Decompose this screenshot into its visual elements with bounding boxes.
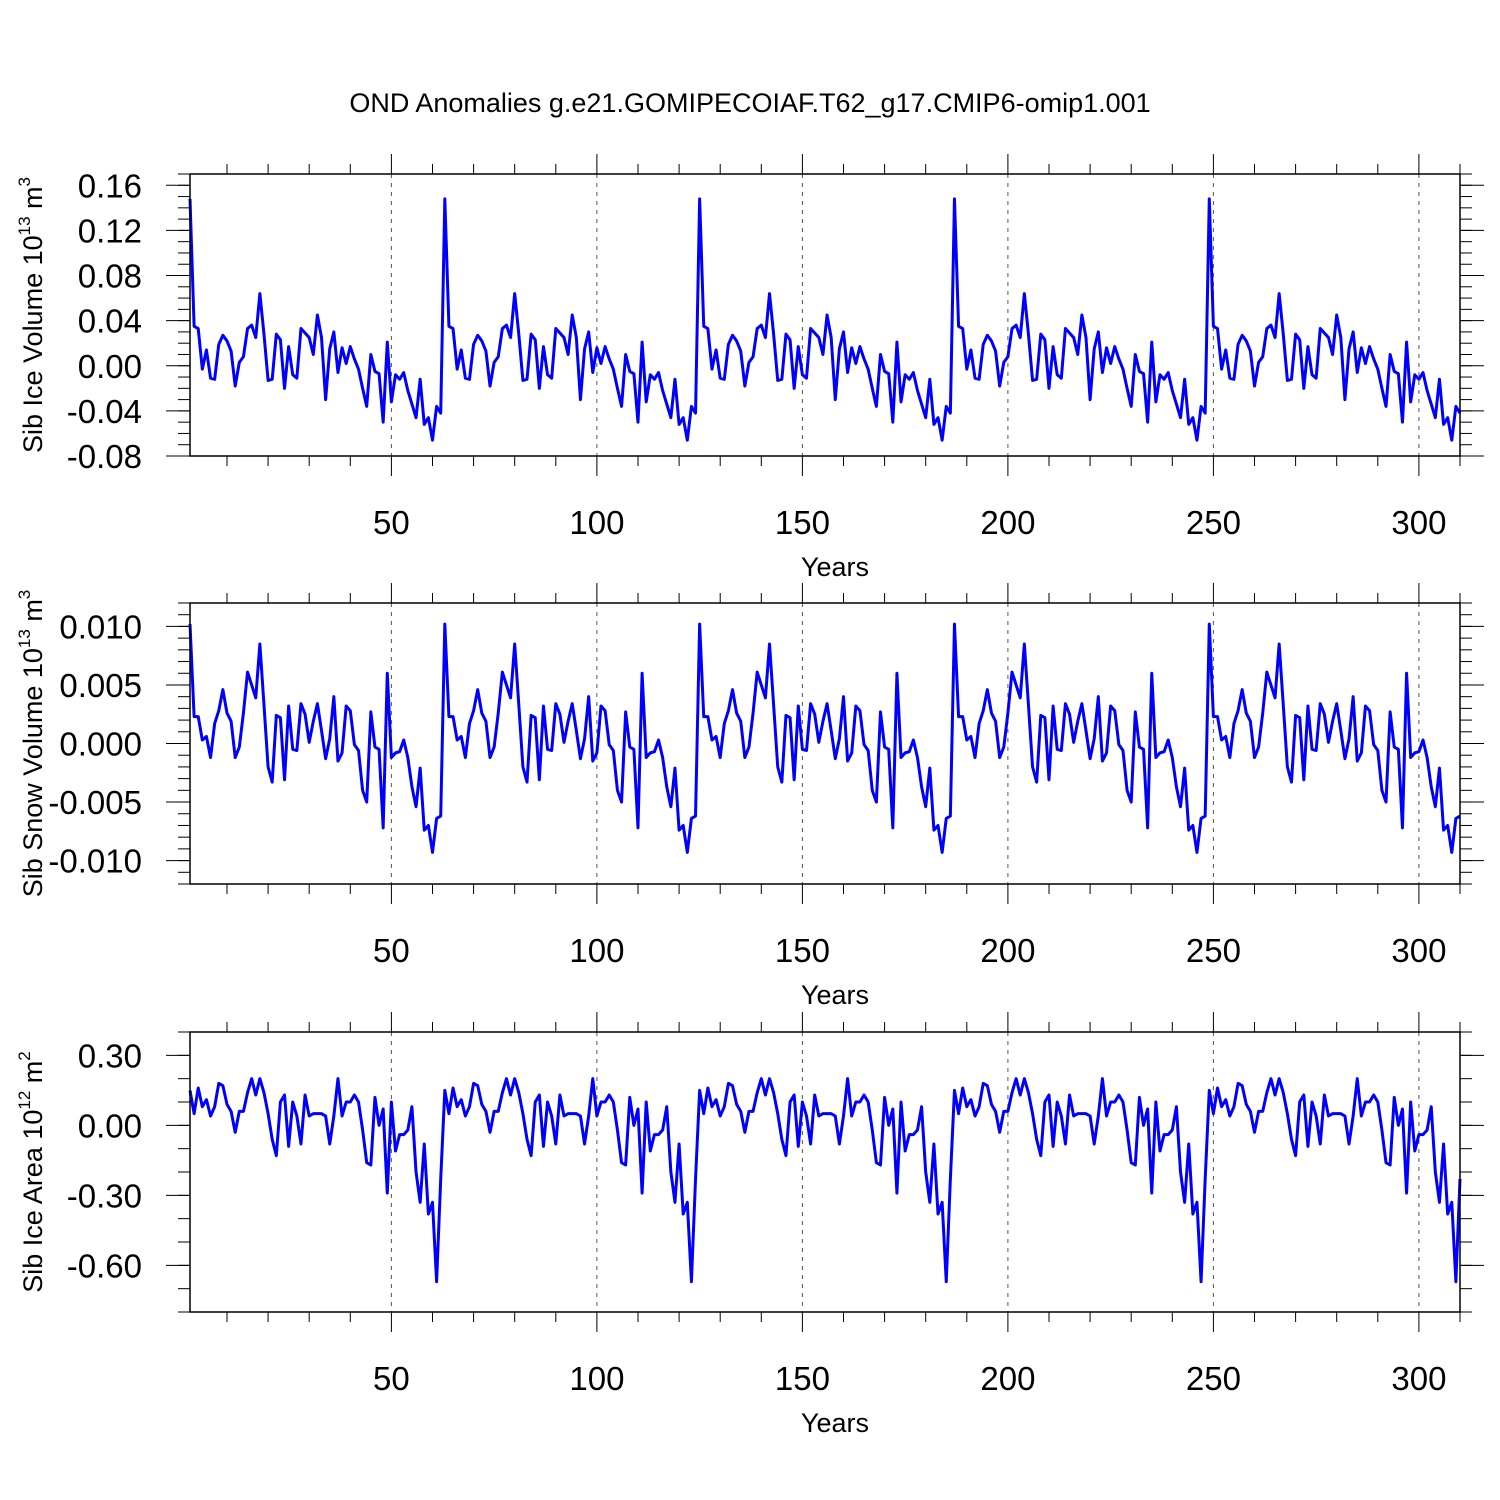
- x-tick-label: 250: [1186, 932, 1241, 969]
- x-tick-label: 250: [1186, 1360, 1241, 1397]
- y-tick-label: 0.005: [59, 667, 142, 704]
- y-axis-label: Sib Snow Volume 1013 m3: [15, 590, 48, 898]
- plot-frame: [189, 173, 1461, 457]
- x-tick-label: 300: [1391, 932, 1446, 969]
- y-tick-label: 0.08: [78, 258, 142, 295]
- x-tick-label: 50: [373, 932, 410, 969]
- y-tick-label: -0.04: [67, 393, 142, 430]
- series-line: [188, 1077, 1462, 1284]
- y-axis-label: Sib Ice Volume 1013 m3: [15, 177, 48, 453]
- plot-frame: [189, 1031, 1461, 1313]
- plot-frame: [189, 602, 1461, 885]
- y-axis-label-main: Sib Snow Volume 10: [18, 648, 48, 897]
- x-tick-label: 100: [569, 932, 624, 969]
- y-tick-label: -0.60: [67, 1247, 142, 1284]
- x-axis-label: Years: [801, 552, 869, 582]
- x-tick-label: 250: [1186, 504, 1241, 541]
- y-tick-label: 0.04: [78, 303, 142, 340]
- y-tick-label: -0.30: [67, 1177, 142, 1214]
- x-tick-label: 150: [775, 932, 830, 969]
- y-axis-label-unit-exponent: 2: [15, 1051, 34, 1060]
- y-tick-label: 0.000: [59, 726, 142, 763]
- y-axis-label-exponent: 13: [15, 216, 34, 235]
- y-tick-label: 0.16: [78, 167, 142, 204]
- x-tick-label: 50: [373, 504, 410, 541]
- series-line: [188, 197, 1462, 442]
- y-tick-label: -0.010: [48, 843, 142, 880]
- y-axis-label-exponent: 12: [15, 1091, 34, 1110]
- y-tick-label: 0.00: [78, 1107, 142, 1144]
- x-tick-label: 300: [1391, 504, 1446, 541]
- y-axis-label-unit-exponent: 3: [15, 590, 34, 599]
- chart-panel-1: 50 100 150 200 250 300 -0.08 -0.04 0.00 0.04 0.08 0…: [15, 154, 1484, 582]
- y-axis-label-unit: m: [18, 1061, 48, 1091]
- x-axis-label: Years: [801, 1408, 869, 1438]
- series-line: [188, 622, 1461, 854]
- x-tick-label: 50: [373, 1360, 410, 1397]
- y-axis-label: Sib Ice Area 1012 m2: [15, 1051, 48, 1293]
- chart-panel-3: 50 100 150 200 250 300 -0.60 -0.30 0.00 0.30 Years…: [15, 1012, 1484, 1438]
- chart-panel-2: 50 100 150 200 250 300 -0.010 -0.005 0.000 0.005 0…: [15, 583, 1484, 1010]
- y-tick-label: 0.12: [78, 212, 142, 249]
- x-tick-label: 200: [980, 932, 1035, 969]
- x-tick-label: 200: [980, 504, 1035, 541]
- y-axis-label-unit: m: [18, 186, 48, 216]
- y-tick-label: 0.30: [78, 1037, 142, 1074]
- y-tick-label: -0.005: [48, 784, 142, 821]
- y-axis-label-exponent: 13: [15, 629, 34, 648]
- y-tick-label: 0.010: [59, 608, 142, 645]
- x-tick-label: 300: [1391, 1360, 1446, 1397]
- y-tick-label: -0.08: [67, 438, 142, 475]
- x-tick-label: 100: [569, 504, 624, 541]
- figure-title: OND Anomalies g.e21.GOMIPECOIAF.T62_g17.…: [349, 88, 1150, 118]
- y-axis-label-unit: m: [18, 599, 48, 629]
- x-tick-label: 150: [775, 504, 830, 541]
- y-axis-label-main: Sib Ice Area 10: [18, 1110, 48, 1293]
- y-axis-label-main: Sib Ice Volume 10: [18, 235, 48, 453]
- x-tick-label: 150: [775, 1360, 830, 1397]
- x-axis-label: Years: [801, 980, 869, 1010]
- y-axis-label-unit-exponent: 3: [15, 177, 34, 186]
- x-tick-label: 100: [569, 1360, 624, 1397]
- y-tick-label: 0.00: [78, 348, 142, 385]
- x-tick-label: 200: [980, 1360, 1035, 1397]
